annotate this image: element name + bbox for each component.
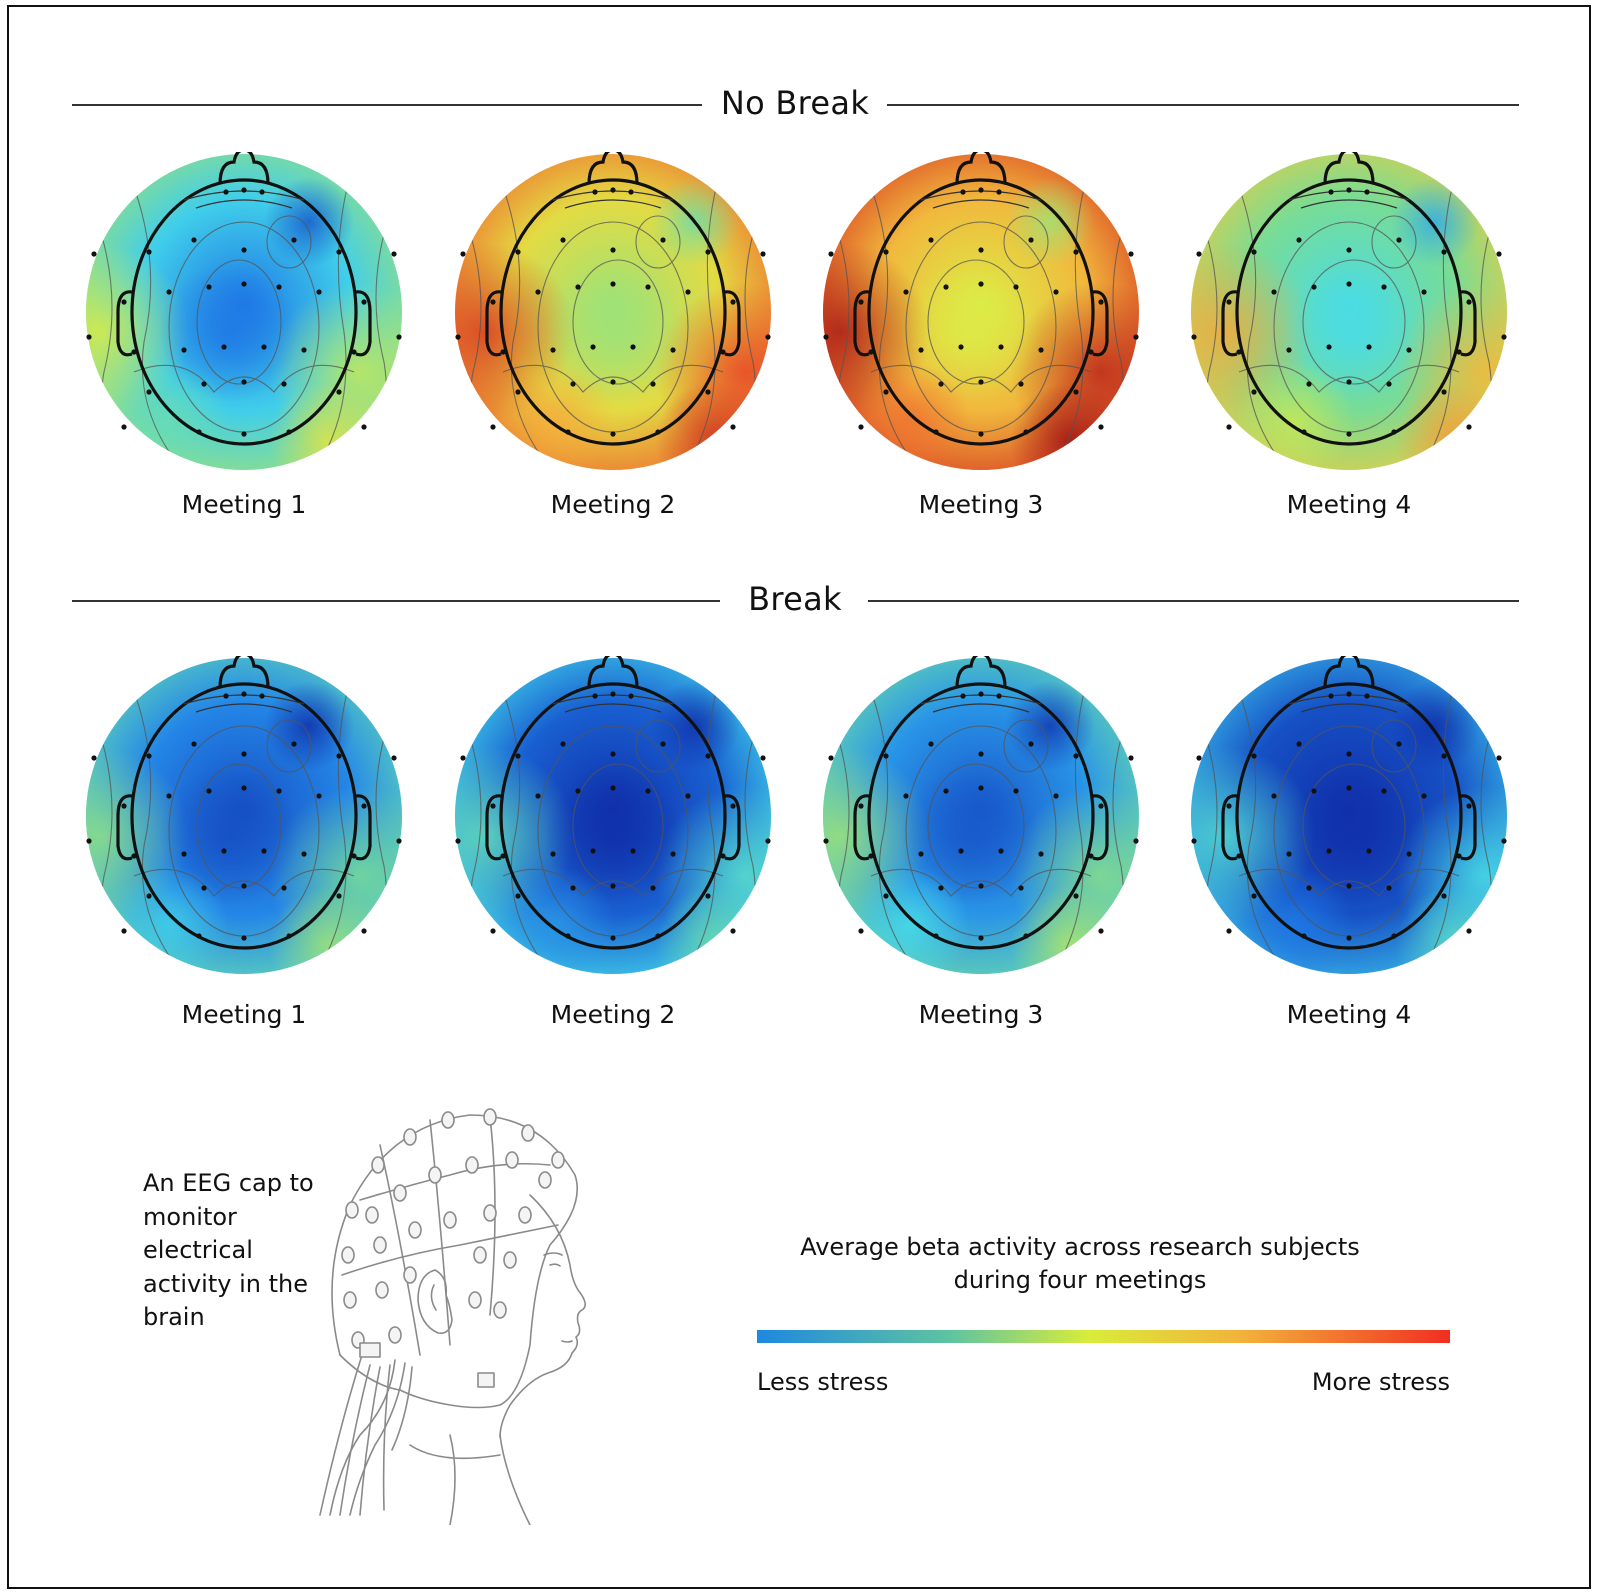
separator-line — [72, 600, 720, 602]
stress-color-scale — [757, 1330, 1450, 1343]
scale-right-label: More stress — [1311, 1368, 1450, 1396]
separator-line — [868, 600, 1519, 602]
scale-title-line2: during four meetings — [953, 1266, 1207, 1294]
meeting-label: Meeting 2 — [550, 490, 676, 519]
separator-line — [887, 104, 1519, 106]
topo-map — [821, 656, 1141, 976]
scale-left-label: Less stress — [757, 1368, 889, 1396]
meeting-label: Meeting 4 — [1286, 490, 1412, 519]
meeting-label: Meeting 1 — [181, 1000, 307, 1029]
scale-title-line1: Average beta activity across research su… — [800, 1233, 1360, 1261]
topo-map — [1189, 152, 1509, 472]
scale-title: Average beta activity across research su… — [760, 1231, 1400, 1297]
topo-map — [84, 656, 404, 976]
meeting-label: Meeting 3 — [918, 490, 1044, 519]
topo-map — [84, 152, 404, 472]
meeting-label: Meeting 4 — [1286, 1000, 1412, 1029]
topo-map — [453, 152, 773, 472]
section-title-no-break: No Break — [720, 84, 870, 122]
section-title-break: Break — [748, 580, 842, 618]
topo-map — [1189, 656, 1509, 976]
eeg-cap-illustration — [300, 1105, 630, 1526]
meeting-label: Meeting 1 — [181, 490, 307, 519]
separator-line — [72, 104, 702, 106]
topo-map — [821, 152, 1141, 472]
meeting-label: Meeting 3 — [918, 1000, 1044, 1029]
eeg-cap-caption: An EEG cap to monitor electrical activit… — [143, 1169, 314, 1331]
topo-map — [453, 656, 773, 976]
meeting-label: Meeting 2 — [550, 1000, 676, 1029]
